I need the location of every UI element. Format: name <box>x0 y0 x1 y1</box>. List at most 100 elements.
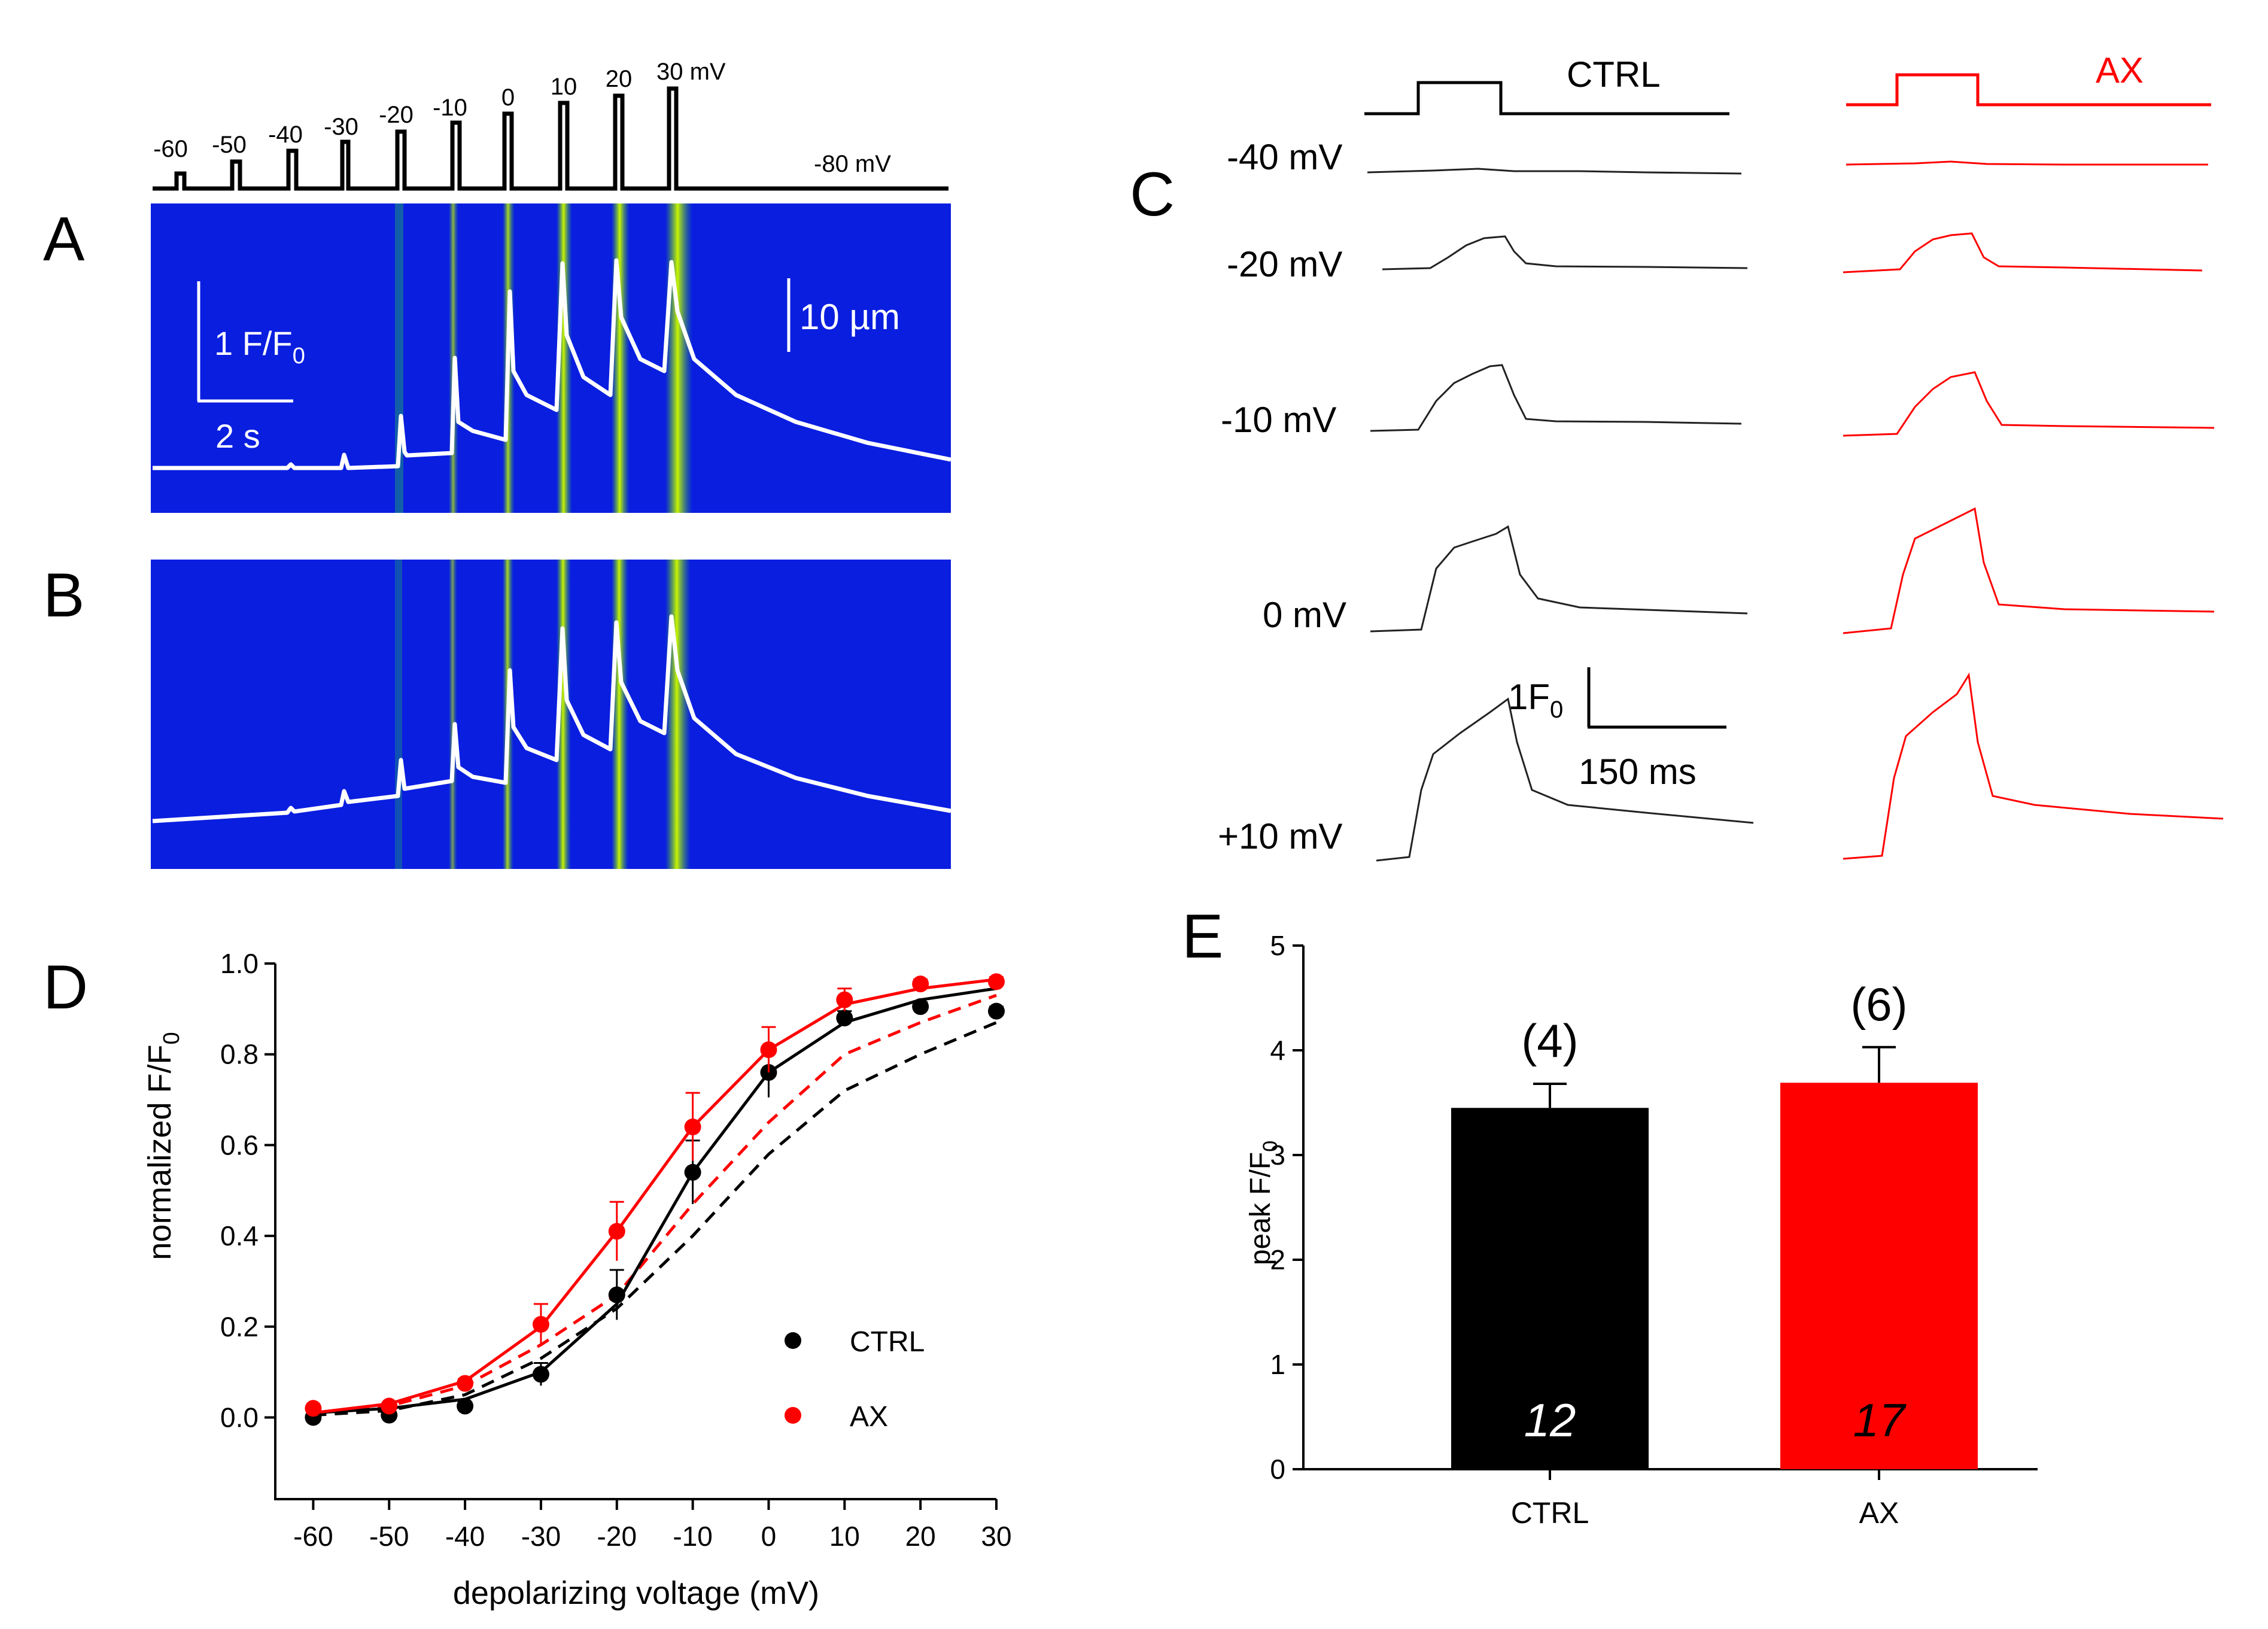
chart-d-point-ax <box>836 991 853 1008</box>
chart-e-y-tick-label: 0 <box>1270 1454 1285 1485</box>
release-band <box>665 203 692 513</box>
chart-d-x-tick-label: -30 <box>521 1521 561 1552</box>
ctrl-trace-minus10 <box>1370 364 1742 432</box>
chart-d-point-ax <box>305 1400 322 1417</box>
panel-c-ctrl: CTRL -40 mV -20 mV -10 mV 0 mV +10 mV 1F… <box>1218 54 1754 862</box>
chart-e-n-cells-label: 12 <box>1524 1394 1576 1446</box>
chart-d-x-tick-label: 0 <box>761 1521 777 1552</box>
voltage-label-minus40: -40 mV <box>1227 137 1342 177</box>
scale-bar-time-label: 2 s <box>215 417 260 455</box>
chart-d-point-ax <box>532 1315 549 1333</box>
chart-e-ylabel: peak F/F0 <box>1245 1141 1282 1265</box>
chart-e-y-tick-label: 4 <box>1270 1035 1285 1066</box>
panel-a-linescan: 1 F/F0 2 s 10 µm <box>151 203 951 513</box>
panel-a-fluorescence-trace <box>153 258 951 470</box>
chart-e-y-tick-label: 1 <box>1270 1349 1285 1380</box>
chart-d-y-ticks: 0.0 0.2 0.4 0.6 0.8 1.0 <box>220 948 275 1433</box>
chart-e-y-tick-label: 5 <box>1270 930 1285 961</box>
chart-e-y-tick-label: 2 <box>1270 1244 1285 1275</box>
chart-d-point-ax <box>912 975 929 993</box>
chart-e-bar-ax <box>1780 1083 1978 1469</box>
ctrl-trace-minus20 <box>1382 235 1748 271</box>
chart-d-point-ctrl <box>684 1163 701 1181</box>
ax-trace-0 <box>1843 507 2215 634</box>
chart-d-ylabel: normalized F/F0 <box>142 1032 184 1260</box>
chart-d-point-ctrl <box>836 1010 853 1027</box>
chart-d-x-tick-label: 30 <box>981 1521 1011 1552</box>
ctrl-column-label: CTRL <box>1567 54 1661 95</box>
chart-e-y-ticks: 0 1 2 3 4 5 <box>1270 930 1303 1485</box>
chart-d-point-ax <box>988 973 1005 990</box>
chart-d-y-tick-label: 0.8 <box>220 1039 259 1070</box>
panel-b-fluorescence-trace <box>152 614 951 823</box>
chart-e-category-label: AX <box>1859 1496 1899 1530</box>
chart-d-point-ax <box>760 1041 777 1059</box>
protocol-step-label: 10 <box>551 74 577 100</box>
ax-column-label: AX <box>2096 50 2144 90</box>
chart-d-y-tick-label: 0.2 <box>220 1311 259 1342</box>
protocol-step-label: -50 <box>212 132 247 158</box>
release-band <box>665 560 691 869</box>
protocol-step-label: -40 <box>268 121 303 148</box>
chart-d-point-ax <box>381 1397 398 1415</box>
panel-label-c: C <box>1130 160 1175 229</box>
protocol-step-label: 0 <box>501 84 515 111</box>
chart-d-x-tick-label: -10 <box>673 1521 712 1552</box>
voltage-protocol: -60 -50 -40 -30 -20 -10 0 10 20 30 mV -8… <box>153 59 948 191</box>
protocol-step-label: -20 <box>379 102 414 128</box>
chart-e-n-animals-label: (4) <box>1521 1014 1578 1067</box>
protocol-step-label: 30 mV <box>656 59 726 85</box>
chart-d-fit-ax <box>313 978 997 1415</box>
panel-label-e: E <box>1182 902 1223 971</box>
chart-e-n-cells-label: 17 <box>1853 1394 1907 1446</box>
chart-d-y-tick-label: 0.4 <box>220 1220 259 1251</box>
ax-trace-plus10 <box>1843 672 2224 860</box>
scale-bar-f0-label: 1F0 <box>1508 677 1563 723</box>
chart-e-n-animals-label: (6) <box>1850 978 1907 1031</box>
panel-label-a: A <box>43 205 85 274</box>
chart-d-x-tick-label: -60 <box>293 1521 333 1552</box>
ctrl-protocol-step <box>1364 81 1729 116</box>
chart-d-point-ctrl <box>457 1397 474 1415</box>
chart-d-point-ax <box>684 1119 701 1136</box>
ctrl-trace-plus10 <box>1376 697 1754 862</box>
protocol-step-label: -60 <box>153 136 188 162</box>
chart-d-point-ax <box>608 1223 625 1240</box>
voltage-label-minus10: -10 mV <box>1221 400 1336 440</box>
protocol-step-label: 20 <box>606 66 633 92</box>
panel-c-ax: AX <box>1843 50 2224 860</box>
chart-e-y-tick-label: 3 <box>1270 1139 1285 1171</box>
protocol-step-label: -30 <box>324 114 358 140</box>
ax-trace-minus10 <box>1843 371 2215 437</box>
panel-a-background <box>151 203 951 513</box>
panel-label-d: D <box>43 953 88 1022</box>
chart-e-bar-ctrl <box>1451 1108 1649 1469</box>
chart-d-x-tick-label: -40 <box>445 1521 485 1552</box>
chart-d-point-ctrl <box>608 1286 625 1303</box>
ax-trace-minus20 <box>1843 232 2203 273</box>
chart-d-x-ticks: -60 -50 -40 -30 -20 -10 0 10 20 30 <box>293 1499 1012 1552</box>
chart-d-x-tick-label: -20 <box>597 1521 637 1552</box>
chart-d-xlabel: depolarizing voltage (mV) <box>453 1575 819 1611</box>
legend-ctrl-label: CTRL <box>850 1326 925 1358</box>
chart-d-x-tick-label: 10 <box>829 1521 860 1552</box>
chart-d-point-ctrl <box>988 1002 1005 1020</box>
chart-d-y-tick-label: 0.0 <box>220 1402 259 1433</box>
voltage-label-plus10: +10 mV <box>1218 816 1342 856</box>
ctrl-trace-minus40 <box>1367 168 1742 175</box>
ax-protocol-step <box>1846 73 2211 107</box>
panel-b-linescan <box>151 560 951 869</box>
legend-ax-marker <box>785 1407 801 1424</box>
chart-d-axes <box>274 964 996 1500</box>
chart-d-point-ctrl <box>532 1366 549 1383</box>
scale-bar-f-label: 1 F/F0 <box>214 324 305 369</box>
release-band <box>449 560 457 869</box>
chart-d-x-tick-label: -50 <box>369 1521 409 1552</box>
chart-e-category-label: CTRL <box>1511 1496 1589 1530</box>
protocol-holding-label: -80 mV <box>814 151 891 177</box>
release-band <box>395 560 402 869</box>
voltage-label-0: 0 mV <box>1263 595 1346 635</box>
chart-d-dashed-fit-ax <box>313 993 997 1415</box>
